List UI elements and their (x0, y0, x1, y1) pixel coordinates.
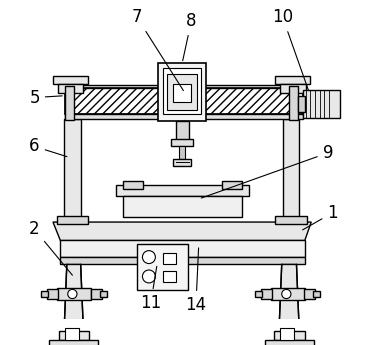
Bar (65, 88, 303, 114)
Bar (173, 159, 191, 166)
Bar (57, 288, 91, 299)
Circle shape (142, 251, 155, 264)
Text: 10: 10 (272, 8, 309, 90)
Bar (65, 85, 303, 89)
Bar (123, 196, 242, 217)
Bar (116, 185, 250, 196)
Circle shape (282, 289, 291, 299)
Bar (255, 291, 262, 297)
Bar (65, 328, 79, 340)
Bar (65, 114, 303, 119)
Text: 1: 1 (302, 204, 338, 230)
Text: 7: 7 (132, 8, 184, 91)
Bar (298, 96, 305, 112)
Text: 14: 14 (185, 248, 207, 314)
Bar (222, 181, 242, 189)
Bar (64, 119, 81, 220)
Bar (158, 63, 206, 121)
Text: 9: 9 (201, 144, 333, 198)
Text: 4: 4 (0, 344, 1, 345)
Bar (283, 119, 299, 220)
Bar (176, 121, 189, 141)
Text: 6: 6 (29, 137, 67, 157)
Text: 11: 11 (140, 266, 161, 312)
Bar (261, 289, 272, 299)
Text: 8: 8 (183, 12, 197, 61)
Bar (275, 76, 310, 84)
Bar (47, 289, 58, 299)
Bar (41, 291, 48, 297)
Polygon shape (279, 265, 299, 331)
Bar (313, 291, 320, 297)
Text: 2: 2 (29, 220, 72, 275)
Bar (58, 84, 83, 93)
Bar (163, 254, 176, 265)
Bar (280, 84, 306, 93)
Bar (58, 331, 89, 340)
Polygon shape (53, 222, 311, 240)
Bar (57, 216, 88, 224)
Bar (265, 340, 314, 345)
Bar (270, 288, 305, 299)
Bar (65, 87, 74, 120)
Bar (304, 289, 315, 299)
Bar (123, 181, 143, 189)
Bar (167, 75, 197, 109)
Bar (60, 240, 305, 257)
Bar (163, 271, 176, 282)
Bar (171, 139, 193, 146)
Bar (275, 331, 305, 340)
Bar (163, 68, 201, 114)
Bar (275, 216, 307, 224)
Text: 3: 3 (0, 344, 1, 345)
Bar (280, 328, 294, 340)
Bar (53, 76, 88, 84)
Bar (137, 244, 188, 290)
Bar (65, 88, 303, 114)
Bar (60, 257, 305, 265)
Bar (289, 87, 298, 120)
Text: 5: 5 (29, 89, 62, 107)
Circle shape (142, 270, 155, 283)
Bar (100, 291, 108, 297)
Bar (303, 90, 340, 118)
Polygon shape (64, 265, 83, 331)
Bar (49, 340, 98, 345)
Bar (173, 84, 191, 102)
Bar (179, 146, 185, 159)
Circle shape (68, 289, 77, 299)
Bar (91, 289, 102, 299)
